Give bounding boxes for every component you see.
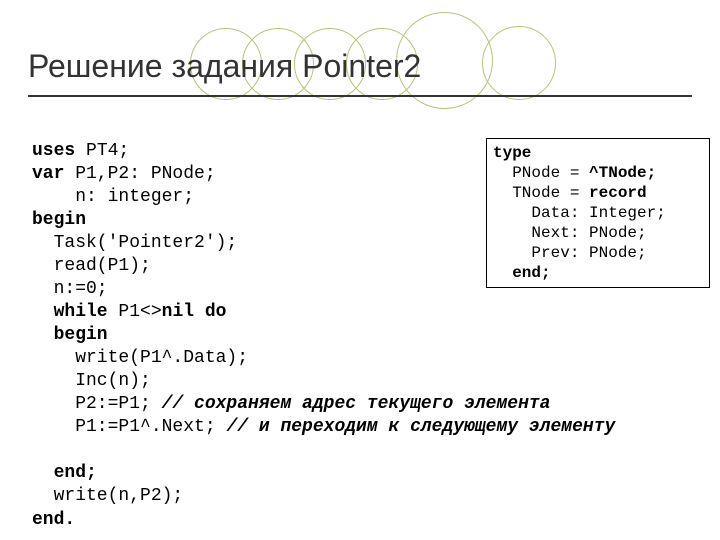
kw-while: while — [32, 302, 108, 322]
kw-end: end; — [32, 463, 97, 483]
code-text: Task('Pointer2'); — [32, 233, 237, 253]
type-definition-box: type PNode = ^TNode; TNode = record Data… — [486, 138, 710, 288]
kw-do: do — [205, 302, 227, 322]
kw-nil: nil — [162, 302, 194, 322]
code-text: P1,P2: PNode; — [64, 164, 215, 184]
code-text: Next: PNode; — [493, 224, 647, 242]
code-text: P1:=P1^.Next; — [32, 417, 226, 437]
kw-uses: uses — [32, 141, 75, 161]
kw-tnode: ^TNode; — [589, 164, 656, 182]
comment: // и переходим к следующему элементу — [226, 417, 615, 437]
kw-begin: begin — [32, 325, 108, 345]
kw-end: end. — [32, 510, 75, 530]
comment: // сохраняем адрес текущего элемента — [162, 394, 551, 414]
page-title: Решение задания Pointer2 — [28, 48, 421, 85]
code-text: write(P1^.Data); — [32, 348, 248, 368]
code-text: PT4; — [75, 141, 129, 161]
code-text: PNode = — [493, 164, 589, 182]
code-text: Prev: PNode; — [493, 244, 647, 262]
title-underline — [28, 95, 692, 97]
kw-var: var — [32, 164, 64, 184]
code-text: P2:=P1; — [32, 394, 162, 414]
circle — [482, 26, 556, 100]
code-text: Data: Integer; — [493, 204, 666, 222]
code-text: P1<> — [108, 302, 162, 322]
kw-begin: begin — [32, 210, 86, 230]
code-text: write(n,P2); — [32, 486, 183, 506]
code-text: TNode = — [493, 184, 589, 202]
code-text: read(P1); — [32, 256, 151, 276]
kw-end: end; — [493, 264, 551, 282]
code-text — [194, 302, 205, 322]
code-text: Inc(n); — [32, 371, 151, 391]
kw-record: record — [589, 184, 647, 202]
code-text: n: integer; — [32, 187, 194, 207]
code-text: n:=0; — [32, 279, 108, 299]
kw-type: type — [493, 144, 531, 162]
